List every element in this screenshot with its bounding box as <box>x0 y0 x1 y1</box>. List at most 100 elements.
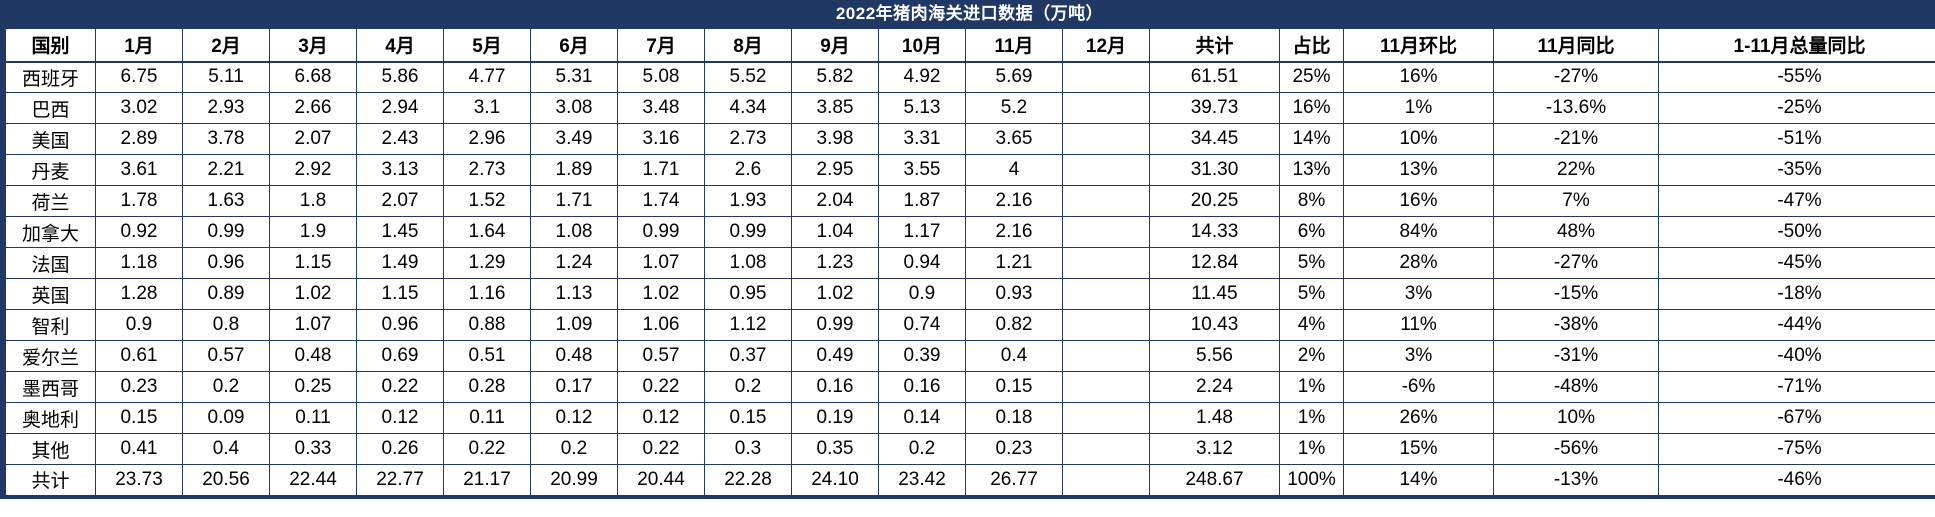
table-row-其他: 其他 0.41 0.4 0.33 0.26 0.22 0.2 0.22 0.3 0.35 0.2 0.… <box>5 433 1935 465</box>
data-table: 国别 1月 2月 3月 4月 5月 6月 7月 8月 9月 10月 11月 12月 共计 占比 11月环比 11… <box>5 28 1935 497</box>
data-cell <box>1062 92 1150 124</box>
data-cell: 0.41 <box>95 433 183 465</box>
data-cell: 1.16 <box>443 278 531 310</box>
data-cell: 3.78 <box>182 123 270 155</box>
data-cell: 1.29 <box>443 247 531 279</box>
table-row-墨西哥: 墨西哥 0.23 0.2 0.25 0.22 0.28 0.17 0.22 0.2 0.16 0.1… <box>5 371 1935 403</box>
data-cell: 5.31 <box>530 61 618 93</box>
data-cell: 2.95 <box>791 154 879 186</box>
data-cell: 16% <box>1279 92 1344 124</box>
data-cell: 2.43 <box>356 123 444 155</box>
data-cell: 1.07 <box>269 309 357 341</box>
data-cell: 34.45 <box>1149 123 1280 155</box>
data-cell: -21% <box>1493 123 1659 155</box>
data-cell: -50% <box>1658 216 1935 248</box>
data-cell: 5.82 <box>791 61 879 93</box>
column-header-2: 2月 <box>182 28 270 63</box>
country-label: 墨西哥 <box>5 371 96 403</box>
data-cell: 1.87 <box>878 185 966 217</box>
data-cell: 0.14 <box>878 402 966 434</box>
data-cell: 0.9 <box>878 278 966 310</box>
data-cell: 1.71 <box>530 185 618 217</box>
data-cell: 0.99 <box>617 216 705 248</box>
data-cell: 1.74 <box>617 185 705 217</box>
data-cell: 12.84 <box>1149 247 1280 279</box>
table-row-巴西: 巴西 3.02 2.93 2.66 2.94 3.1 3.08 3.48 4.34 3.85 5.1… <box>5 92 1935 124</box>
data-cell: 2.21 <box>182 154 270 186</box>
table-row-加拿大: 加拿大 0.92 0.99 1.9 1.45 1.64 1.08 0.99 0.99 1.04 1.… <box>5 216 1935 248</box>
table-row-荷兰: 荷兰 1.78 1.63 1.8 2.07 1.52 1.71 1.74 1.93 2.04 1.8… <box>5 185 1935 217</box>
data-cell: 28% <box>1343 247 1494 279</box>
data-cell: -13.6% <box>1493 92 1659 124</box>
data-cell: 0.9 <box>95 309 183 341</box>
data-cell: -40% <box>1658 340 1935 372</box>
data-cell: 23.42 <box>878 464 966 497</box>
table-title: 2022年猪肉海关进口数据（万吨） <box>5 0 1934 28</box>
data-cell: 248.67 <box>1149 464 1280 497</box>
data-cell: 3.12 <box>1149 433 1280 465</box>
data-cell: 20.99 <box>530 464 618 497</box>
data-cell: 0.57 <box>182 340 270 372</box>
data-cell: 1.24 <box>530 247 618 279</box>
column-header-16: 11月同比 <box>1493 28 1659 63</box>
country-label: 其他 <box>5 433 96 465</box>
data-cell: 0.88 <box>443 309 531 341</box>
column-header-8: 8月 <box>704 28 792 63</box>
data-cell: 3.98 <box>791 123 879 155</box>
data-cell: 1.02 <box>617 278 705 310</box>
data-cell: 3.02 <box>95 92 183 124</box>
column-header-17: 1-11月总量同比 <box>1658 28 1935 63</box>
data-cell: 61.51 <box>1149 61 1280 93</box>
data-cell: 1.02 <box>791 278 879 310</box>
country-label: 智利 <box>5 309 96 341</box>
data-cell: 22.77 <box>356 464 444 497</box>
column-header-15: 11月环比 <box>1343 28 1494 63</box>
data-cell: 5.56 <box>1149 340 1280 372</box>
country-label: 丹麦 <box>5 154 96 186</box>
data-cell <box>1062 278 1150 310</box>
data-cell: 100% <box>1279 464 1344 497</box>
data-cell <box>1062 371 1150 403</box>
data-cell: 0.96 <box>356 309 444 341</box>
data-cell: 0.2 <box>182 371 270 403</box>
data-cell: 3% <box>1343 278 1494 310</box>
data-cell: 0.25 <box>269 371 357 403</box>
data-cell: 0.96 <box>182 247 270 279</box>
data-cell: 0.8 <box>182 309 270 341</box>
column-header-7: 7月 <box>617 28 705 63</box>
data-cell: 48% <box>1493 216 1659 248</box>
data-cell: 0.35 <box>791 433 879 465</box>
data-cell: 0.12 <box>617 402 705 434</box>
data-cell: 2.24 <box>1149 371 1280 403</box>
data-cell: 24.10 <box>791 464 879 497</box>
table-row-西班牙: 西班牙 6.75 5.11 6.68 5.86 4.77 5.31 5.08 5.52 5.82 4… <box>5 61 1935 93</box>
data-cell: 10.43 <box>1149 309 1280 341</box>
data-cell: 0.3 <box>704 433 792 465</box>
data-cell <box>1062 402 1150 434</box>
data-cell: 3.13 <box>356 154 444 186</box>
column-header-4: 4月 <box>356 28 444 63</box>
data-cell: -6% <box>1343 371 1494 403</box>
data-cell: 1% <box>1279 433 1344 465</box>
column-header-5: 5月 <box>443 28 531 63</box>
data-cell: 31.30 <box>1149 154 1280 186</box>
data-cell: 11.45 <box>1149 278 1280 310</box>
data-cell: 39.73 <box>1149 92 1280 124</box>
country-label: 奥地利 <box>5 402 96 434</box>
data-cell: 0.89 <box>182 278 270 310</box>
data-cell: 26.77 <box>965 464 1063 497</box>
country-label: 爱尔兰 <box>5 340 96 372</box>
data-cell: -75% <box>1658 433 1935 465</box>
country-label: 美国 <box>5 123 96 155</box>
data-cell: 20.25 <box>1149 185 1280 217</box>
data-cell: 5% <box>1279 278 1344 310</box>
data-cell: 2.73 <box>704 123 792 155</box>
data-cell: 13% <box>1279 154 1344 186</box>
data-cell: 1.07 <box>617 247 705 279</box>
data-cell: 2.16 <box>965 185 1063 217</box>
data-cell: 22% <box>1493 154 1659 186</box>
country-label: 巴西 <box>5 92 96 124</box>
data-cell: 0.4 <box>182 433 270 465</box>
data-cell: 0.94 <box>878 247 966 279</box>
data-cell: 2.66 <box>269 92 357 124</box>
